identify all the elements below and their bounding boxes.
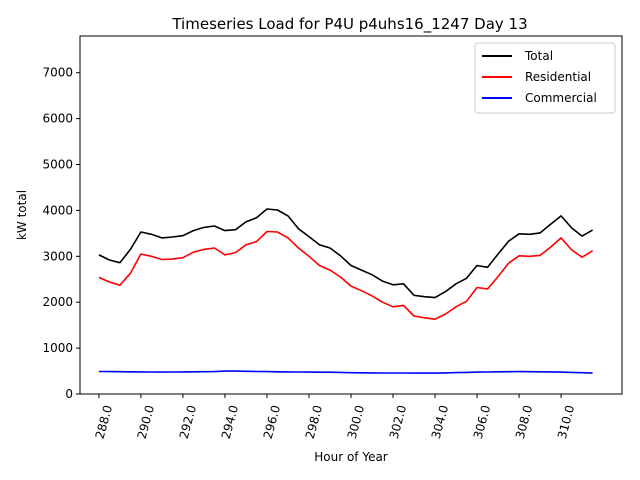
series-lines <box>98 208 594 374</box>
y-tick-label: 7000 <box>42 66 73 80</box>
legend-label-total: Total <box>524 49 553 63</box>
chart-title: Timeseries Load for P4U p4uhs16_1247 Day… <box>171 15 527 34</box>
y-tick-label: 3000 <box>42 249 73 263</box>
series-line-commercial <box>98 370 593 374</box>
y-tick-label: 1000 <box>42 341 73 355</box>
legend-label-commercial: Commercial <box>525 91 597 105</box>
y-tick-label: 6000 <box>42 112 73 126</box>
y-tick-label: 0 <box>65 387 73 401</box>
y-axis: 0 1000 2000 3000 4000 5000 6000 7000 <box>42 66 80 401</box>
y-axis-label: kW total <box>15 190 29 240</box>
x-axis-label: Hour of Year <box>314 450 388 464</box>
legend-box <box>474 42 616 114</box>
series-line-residential <box>98 230 594 321</box>
y-tick-label: 4000 <box>42 203 73 217</box>
legend: Total Residential Commercial <box>474 42 616 114</box>
y-tick-label: 5000 <box>42 158 73 172</box>
legend-label-residential: Residential <box>525 70 591 84</box>
y-tick-label: 2000 <box>42 295 73 309</box>
series-line-total <box>98 208 593 299</box>
